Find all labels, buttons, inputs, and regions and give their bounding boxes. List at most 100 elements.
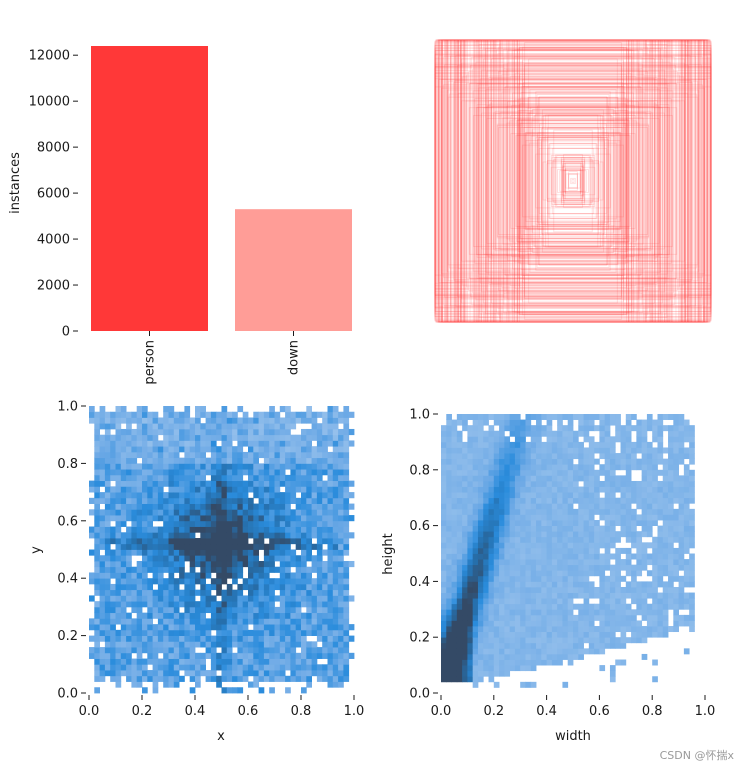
wh-heatmap-cell [483,548,489,554]
xy-heatmap-cell [126,481,132,487]
wh-heatmap-cell [547,615,553,621]
xy-heatmap-cell [328,452,334,458]
xy-heatmap-cell [301,486,307,492]
xy-heatmap-cell [269,504,275,510]
wh-heatmap-cell [452,542,458,548]
wh-heatmap-cell [679,481,685,487]
wh-heatmap-cell [652,520,658,526]
wh-heatmap-cell [652,581,658,587]
wh-heatmap-cell [610,442,616,448]
xy-heatmap-cell [89,595,95,601]
xy-heatmap-cell [280,624,286,630]
wh-heatmap-cell [457,509,463,515]
xy-heatmap-cell [312,555,318,561]
wh-heatmap-cell [584,548,590,554]
xy-heatmap-cell [169,555,175,561]
xy-heatmap-cell [126,423,132,429]
xy-heatmap-cell [296,595,302,601]
xy-heatmap-cell [290,601,296,607]
wh-heatmap-cell [457,648,463,654]
xy-heatmap-cell [147,544,153,550]
wh-heatmap-cell [615,509,621,515]
wh-heatmap-cell [610,459,616,465]
xy-heatmap-cell [190,486,196,492]
wh-heatmap-cell [499,526,505,532]
wh-heatmap-cell [531,554,537,560]
xy-heatmap-cell [280,463,286,469]
xy-heatmap-cell [301,481,307,487]
xy-heatmap-cell [142,440,148,446]
xy-heatmap-cell [259,618,265,624]
xy-heatmap-cell [200,544,206,550]
xy-heatmap-cell [100,607,106,613]
wh-heatmap-cell [568,459,574,465]
wh-heatmap-cell [483,481,489,487]
xy-heatmap-cell [269,647,275,653]
xy-heatmap-cell [338,458,344,464]
xy-heatmap-cell [169,607,175,613]
wh-heatmap-cell [441,632,447,638]
xy-heatmap-cell [275,664,281,670]
xy-heatmap-cell [200,429,206,435]
xy-heatmap-cell [264,446,270,452]
xy-heatmap-cell [264,567,270,573]
wh-heatmap-cell [578,464,584,470]
xy-heatmap-cell [312,664,318,670]
xy-heatmap-cell [169,446,175,452]
wh-heatmap-cell [647,447,653,453]
wh-heatmap-cell [657,593,663,599]
xy-heatmap-cell [110,498,116,504]
xy-heatmap-cell [179,653,185,659]
wh-heatmap-cell [673,576,679,582]
xy-heatmap-cell [126,492,132,498]
wh-heatmap-cell [589,632,595,638]
wh-heatmap-cell [552,554,558,560]
wh-heatmap-cell [457,632,463,638]
xy-heatmap-cell [121,532,127,538]
wh-heatmap-cell [663,632,669,638]
xy-heatmap-cell [328,647,334,653]
wh-heatmap-cell [536,598,542,604]
xy-heatmap-cell [105,664,111,670]
xy-heatmap-cell [216,641,222,647]
box-outline [539,97,606,265]
wh-heatmap-cell [679,542,685,548]
wh-heatmap-cell [525,648,531,654]
wh-heatmap-cell [520,654,526,660]
wh-heatmap-cell [541,570,547,576]
xy-heatmap-cell [126,498,132,504]
wh-heatmap-cell [452,470,458,476]
xy-heatmap-cell [211,676,217,682]
wh-heatmap-cell [467,626,473,632]
wh-heatmap-cell [462,554,468,560]
wh-heatmap-cell [562,436,568,442]
wh-heatmap-cell [621,425,627,431]
wh-heatmap-cell [462,620,468,626]
wh-heatmap-cell [584,431,590,437]
xy-heatmap-cell [232,630,238,636]
xy-heatmap-cell [142,492,148,498]
xy-heatmap-cell [169,572,175,578]
xy-heatmap-cell [328,607,334,613]
xy-heatmap-cell [269,613,275,619]
wh-heatmap-cell [663,464,669,470]
wh-heatmap-cell [552,470,558,476]
xy-heatmap-cell [105,452,111,458]
wh-heatmap-cell [478,420,484,426]
wh-heatmap-cell [599,593,605,599]
wh-heatmap-cell [599,554,605,560]
wh-heatmap-cell [657,487,663,493]
xy-heatmap-cell [237,486,243,492]
xy-heatmap-cell [290,481,296,487]
wh-heatmap-cell [520,615,526,621]
xy-heatmap-cell [333,590,339,596]
wh-heatmap-cell [541,498,547,504]
xy-heatmap-cell [328,486,334,492]
xy-heatmap-cell [116,446,122,452]
wh-heatmap-cell [631,609,637,615]
wh-heatmap-cell [689,604,695,610]
wh-heatmap-cell [467,576,473,582]
wh-heatmap-cell [489,570,495,576]
wh-heatmap-cell [446,593,452,599]
xy-heatmap-cell [94,458,100,464]
